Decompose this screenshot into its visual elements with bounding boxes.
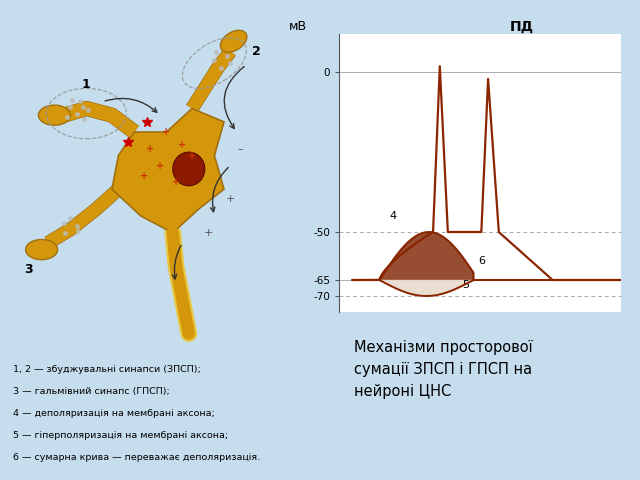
Ellipse shape: [38, 105, 70, 125]
Text: мВ: мВ: [289, 20, 307, 33]
Text: +: +: [188, 151, 196, 160]
FancyArrowPatch shape: [105, 98, 157, 112]
Text: 4: 4: [389, 211, 396, 221]
Circle shape: [173, 152, 205, 186]
FancyArrowPatch shape: [224, 67, 244, 129]
Text: +: +: [163, 127, 170, 137]
Ellipse shape: [220, 30, 247, 52]
Text: +: +: [147, 144, 154, 154]
Text: +: +: [226, 194, 235, 204]
Text: Механізми просторової
сумації ЗПСП і ГПСП на
нейроні ЦНС: Механізми просторової сумації ЗПСП і ГПС…: [354, 340, 532, 399]
Text: 1: 1: [82, 78, 91, 91]
Text: 4 — деполяризація на мембрані аксона;: 4 — деполяризація на мембрані аксона;: [13, 409, 214, 418]
Text: +: +: [204, 228, 212, 238]
Text: +: +: [140, 171, 148, 180]
Text: 5 — гіперполяризація на мембрані аксона;: 5 — гіперполяризація на мембрані аксона;: [13, 431, 228, 440]
Text: +: +: [156, 161, 164, 170]
Text: 1, 2 — збуджувальні синапси (ЗПСП);: 1, 2 — збуджувальні синапси (ЗПСП);: [13, 365, 201, 374]
Text: +: +: [179, 141, 186, 150]
FancyArrowPatch shape: [211, 168, 228, 212]
Text: –: –: [237, 144, 243, 154]
Text: 6 — сумарна крива — переважає деполяризація.: 6 — сумарна крива — переважає деполяриза…: [13, 453, 260, 462]
Text: 3: 3: [24, 263, 33, 276]
Text: 5: 5: [461, 280, 468, 290]
Ellipse shape: [26, 240, 58, 260]
FancyArrowPatch shape: [172, 245, 181, 279]
Text: 2: 2: [252, 45, 260, 58]
Text: +: +: [172, 178, 180, 187]
Text: 6: 6: [478, 256, 485, 266]
Text: 3 — гальмівний синапс (ГПСП);: 3 — гальмівний синапс (ГПСП);: [13, 387, 170, 396]
Polygon shape: [112, 108, 224, 233]
Text: ПД: ПД: [510, 20, 534, 34]
